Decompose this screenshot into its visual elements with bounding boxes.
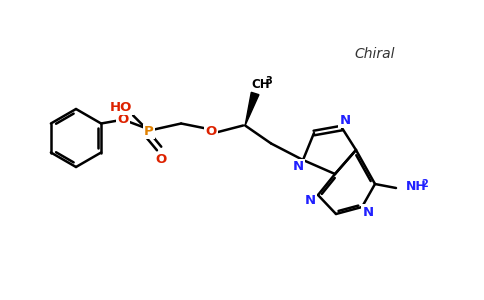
Text: N: N bbox=[339, 113, 350, 127]
Text: 2: 2 bbox=[421, 179, 428, 189]
Text: HO: HO bbox=[110, 101, 132, 114]
Polygon shape bbox=[245, 92, 259, 125]
Text: Chiral: Chiral bbox=[355, 47, 395, 61]
Text: N: N bbox=[304, 194, 316, 206]
Text: N: N bbox=[363, 206, 374, 218]
Text: O: O bbox=[155, 153, 167, 166]
Text: CH: CH bbox=[251, 78, 270, 91]
Text: P: P bbox=[144, 125, 154, 138]
Text: O: O bbox=[206, 125, 217, 138]
Text: 3: 3 bbox=[265, 76, 272, 86]
Text: NH: NH bbox=[406, 181, 427, 194]
Text: N: N bbox=[292, 160, 303, 173]
Text: O: O bbox=[118, 113, 129, 126]
